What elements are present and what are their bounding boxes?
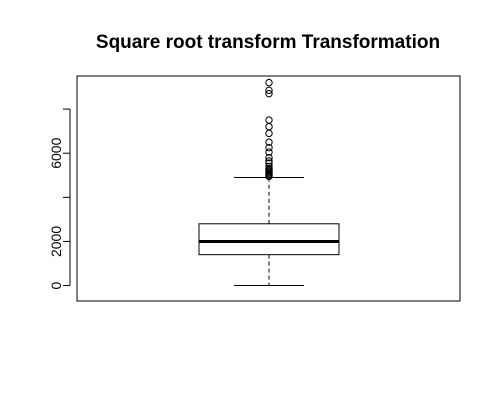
outlier-point xyxy=(265,143,273,152)
y-tick-label: 0 xyxy=(48,281,64,289)
outlier-point xyxy=(265,86,273,95)
chart-title: Square root transform Transformation xyxy=(96,32,440,53)
outlier-point xyxy=(265,159,273,167)
y-tick-label: 2000 xyxy=(48,226,64,257)
outlier-point xyxy=(265,78,273,87)
outlier-point xyxy=(265,129,273,138)
outlier-point xyxy=(265,138,273,146)
outlier-point xyxy=(265,89,273,98)
outlier-point xyxy=(265,162,273,171)
outlier-point xyxy=(265,148,273,156)
box-group xyxy=(198,176,340,287)
outlier-point xyxy=(265,116,273,124)
outlier-point xyxy=(265,153,273,162)
outlier-group xyxy=(265,78,273,181)
outlier-point xyxy=(265,157,273,165)
outlier-point xyxy=(265,164,273,173)
iqr-box xyxy=(198,223,340,256)
y-tick-label: 6000 xyxy=(48,137,64,168)
outlier-point xyxy=(265,123,273,131)
y-axis: 0 2000 6000 xyxy=(48,108,71,289)
plot-frame xyxy=(76,75,461,302)
